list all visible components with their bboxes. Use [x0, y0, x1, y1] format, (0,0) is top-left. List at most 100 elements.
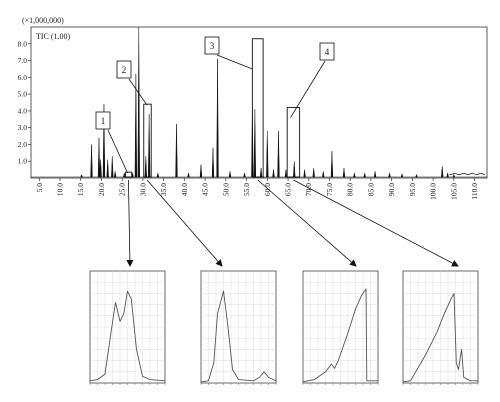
peak-boxes [125, 38, 301, 178]
peak [123, 172, 126, 178]
peak [243, 172, 246, 178]
inset-curve [89, 290, 166, 382]
peak [147, 114, 151, 178]
callout-label: 3 [210, 41, 215, 51]
peak [266, 131, 269, 178]
y-tick-label: 3.0 [18, 123, 28, 132]
peak [106, 159, 109, 178]
x-tick-label: 60.0 [263, 183, 272, 196]
peak [259, 167, 263, 178]
x-tick-label: 30.0 [138, 183, 147, 196]
inset-curve [302, 288, 378, 383]
x-tick-label: 100.0 [429, 183, 438, 200]
x-tick-label: 25.0 [118, 183, 127, 196]
x-tick-label: 110.0 [470, 183, 479, 200]
inset-panels [89, 179, 479, 385]
plot-frame [30, 26, 488, 179]
peak [134, 73, 138, 178]
callouts: 1 2 3 4 [95, 36, 335, 174]
peak [330, 151, 334, 178]
peak [111, 156, 114, 178]
peak [284, 169, 288, 178]
peak [363, 172, 366, 178]
inset-curve [200, 290, 277, 383]
peak [199, 164, 203, 178]
x-tick-label: 70.0 [304, 183, 313, 196]
y-tick-label: 8.0 [18, 39, 28, 48]
x-tick-label: 35.0 [159, 183, 168, 196]
peak [228, 171, 232, 178]
series-label: TIC (1.00) [36, 32, 71, 41]
y-tick-label: 6.0 [18, 73, 28, 82]
zoom-arrow [257, 179, 357, 267]
peak [400, 172, 404, 178]
callout-leader [107, 129, 128, 174]
peak [99, 159, 102, 178]
zoom-arrow [293, 179, 459, 267]
y-tick-label: 4.0 [18, 106, 28, 115]
peak [312, 167, 315, 178]
x-tick-label: 45.0 [201, 183, 210, 196]
inset-panel [200, 270, 277, 385]
peak [211, 147, 215, 178]
x-tick-label: 20.0 [97, 183, 106, 196]
y-tick-label: 1.0 [18, 157, 28, 166]
peak [446, 172, 449, 178]
peak [322, 171, 325, 178]
peak [415, 173, 418, 178]
callout-box [95, 111, 111, 130]
zoom-arrow [146, 179, 223, 267]
peak [253, 109, 257, 178]
peak [441, 166, 444, 178]
x-tick-label: 10.0 [56, 183, 65, 196]
inset-curve [402, 292, 478, 383]
inset-panel [89, 270, 166, 385]
y-tick-label: 7.0 [18, 56, 28, 65]
x-tick-label: 50.0 [221, 183, 230, 196]
peak-box [286, 107, 301, 178]
baseline-noise [449, 172, 486, 176]
peak-box [143, 103, 152, 178]
callout-box [204, 36, 220, 55]
peak [175, 124, 178, 178]
callout-leader [290, 60, 326, 118]
x-tick-label: 5.0 [35, 183, 44, 193]
scale-label: (×1,000,000) [22, 16, 64, 25]
peak [272, 169, 275, 178]
callout-leader [216, 54, 253, 70]
peak [102, 104, 106, 178]
x-tick-label: 40.0 [180, 183, 189, 196]
x-tick-label: 90.0 [387, 183, 396, 196]
peak [90, 144, 93, 178]
callout-leader [128, 78, 148, 106]
callout-label: 2 [122, 65, 127, 75]
callout-label: 1 [101, 116, 106, 126]
peak [144, 156, 147, 178]
x-tick-label: 65.0 [284, 183, 293, 196]
peak [97, 137, 101, 178]
inset-panel [302, 270, 379, 385]
main-chromatogram: 1.0 2.0 3.0 4.0 5.0 6.0 7.0 8.0 5.0 10.0 15.0 20.0 2… [18, 26, 488, 200]
inset-panel [402, 270, 479, 385]
peak [156, 172, 160, 178]
x-tick-label: 15.0 [76, 183, 85, 196]
x-tick-label: 105.0 [449, 183, 458, 200]
peak [353, 172, 356, 178]
peak [277, 131, 280, 178]
peak [216, 58, 219, 178]
callout-label: 4 [325, 47, 330, 57]
zoom-arrow [126, 179, 134, 267]
peak-box [251, 38, 264, 178]
peak [342, 167, 346, 178]
x-tick-label: 85.0 [366, 183, 375, 196]
callout-box [319, 42, 335, 61]
peak [373, 171, 377, 178]
x-tick-label: 95.0 [408, 183, 417, 196]
peak [452, 173, 456, 178]
peak [388, 172, 391, 178]
peak [80, 173, 83, 178]
peak [293, 161, 296, 178]
peak [137, 26, 140, 178]
peak [113, 171, 117, 178]
